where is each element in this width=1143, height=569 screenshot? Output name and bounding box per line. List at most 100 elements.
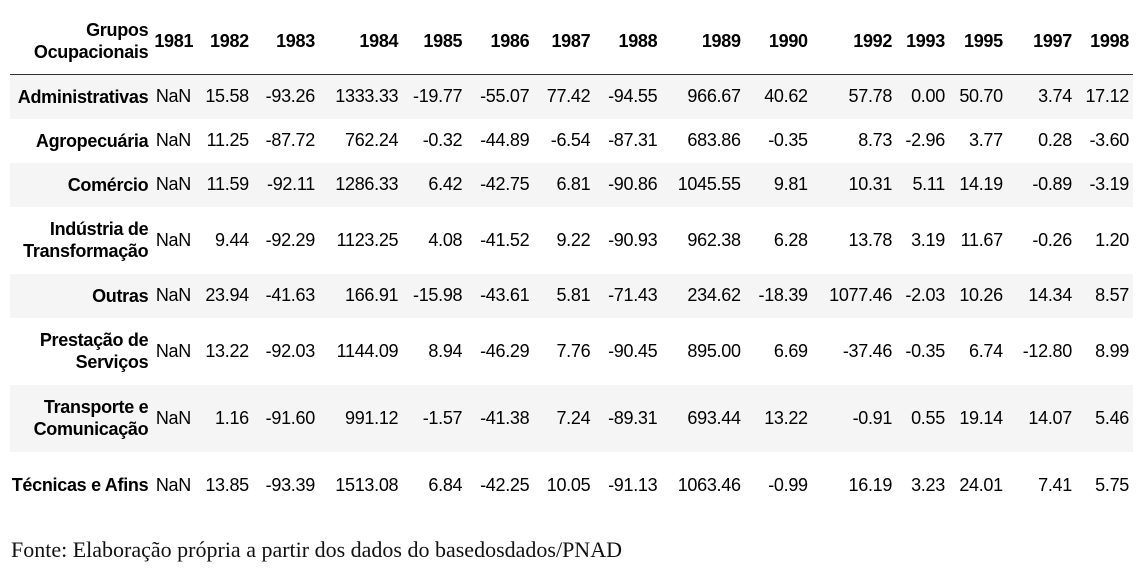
table-cell: -93.26 [265, 86, 316, 107]
table-cell: -44.89 [480, 130, 530, 150]
table-cell: -87.31 [608, 130, 658, 150]
table-cell: 166.91 [344, 285, 399, 305]
header-year: 1989 [661, 8, 745, 75]
table-cell: -41.63 [265, 285, 316, 305]
table-cell: -18.39 [758, 285, 809, 305]
table-cell: 6.28 [773, 229, 808, 250]
table-cell: -90.45 [608, 340, 658, 361]
table-cell: 17.12 [1085, 86, 1129, 107]
table-cell: 991.12 [344, 407, 399, 428]
table-cell: 234.62 [687, 285, 741, 305]
table-cell: 11.25 [206, 130, 250, 150]
table-cell: 1045.55 [677, 174, 741, 194]
table-cell: 16.19 [848, 474, 893, 495]
table-cell: 50.70 [959, 86, 1003, 107]
table-cell: 5.11 [912, 174, 945, 194]
table-cell: -3.60 [1089, 130, 1129, 150]
table-cell: -0.89 [1032, 174, 1072, 194]
table-cell: 1.20 [1095, 229, 1129, 250]
table-cell: NaN [155, 174, 191, 194]
table-row: Indústria de Transformação NaN 9.44 -92.29 1… [10, 206, 1133, 274]
row-group-label: Transporte e Comunicação [33, 397, 149, 439]
table-cell: 7.76 [556, 340, 591, 361]
table-cell: -91.13 [608, 474, 658, 495]
table-cell: -55.07 [480, 86, 530, 107]
table-cell: -37.46 [842, 340, 893, 361]
table-cell: 19.14 [959, 407, 1003, 428]
table-cell: 10.05 [546, 474, 591, 495]
table-cell: 3.74 [1038, 86, 1072, 107]
table-cell: 13.78 [848, 229, 893, 250]
header-year: 1982 [194, 8, 253, 75]
table-cell: -3.19 [1089, 174, 1129, 194]
table-cell: 1513.08 [335, 474, 399, 495]
header-year: 1987 [533, 8, 595, 75]
table-cell: NaN [155, 474, 191, 495]
table-cell: 762.24 [344, 130, 399, 150]
table-cell: 24.01 [959, 474, 1003, 495]
table-cell: 1.16 [215, 407, 249, 428]
table-cell: NaN [155, 340, 191, 361]
table-cell: -0.32 [422, 130, 463, 150]
table-row: Técnicas e Afins NaN 13.85 -93.39 1513.08 6.8… [10, 451, 1133, 519]
table-cell: NaN [155, 285, 191, 305]
header-year: 1984 [318, 8, 403, 75]
header-year: 1992 [811, 8, 897, 75]
table-cell: 6.81 [556, 174, 591, 194]
row-group-label: Indústria de Transformação [23, 219, 149, 261]
row-group-label: Agropecuária [35, 130, 149, 151]
table-cell: -91.60 [265, 407, 316, 428]
table-cell: -93.39 [265, 474, 316, 495]
table-cell: -90.93 [608, 229, 658, 250]
table-cell: 7.41 [1038, 474, 1072, 495]
table-cell: 4.08 [428, 229, 463, 250]
table-cell: -12.80 [1022, 340, 1073, 361]
table-cell: -89.31 [608, 407, 658, 428]
table-cell: -1.57 [422, 407, 463, 428]
table-cell: -71.43 [608, 285, 658, 305]
table-row: Transporte e Comunicação NaN 1.16 -91.60 991… [10, 384, 1133, 452]
table-cell: 0.28 [1038, 130, 1072, 150]
table-cell: 8.99 [1095, 340, 1129, 361]
table-cell: -90.86 [608, 174, 658, 194]
table-cell: 14.07 [1028, 407, 1072, 428]
table-cell: 13.22 [764, 407, 808, 428]
table-cell: -87.72 [265, 130, 316, 150]
table-cell: -42.75 [480, 174, 530, 194]
table-cell: 895.00 [687, 340, 741, 361]
table-cell: -0.35 [905, 340, 945, 361]
table-body: Administrativas NaN 15.58 -93.26 1333.33 -19.… [10, 74, 1133, 519]
table-cell: 40.62 [764, 86, 808, 107]
table-cell: 966.67 [687, 86, 741, 107]
table-row: Agropecuária NaN 11.25 -87.72 762.24 -0.32 -44… [10, 118, 1133, 163]
table-cell: 683.86 [687, 130, 741, 150]
data-table-container: Grupos Ocupacionais 1981 1982 1983 1984 … [10, 8, 1133, 519]
row-group-label: Outras [92, 285, 149, 306]
table-cell: 3.77 [969, 130, 1003, 150]
table-cell: 6.42 [428, 174, 463, 194]
table-cell: -92.29 [265, 229, 316, 250]
table-cell: 15.58 [205, 86, 249, 107]
table-cell: 14.34 [1028, 285, 1072, 305]
table-cell: -92.03 [265, 340, 316, 361]
table-cell: 693.44 [687, 407, 741, 428]
table-cell: 5.46 [1095, 407, 1129, 428]
table-cell: NaN [155, 86, 191, 107]
table-cell: 9.22 [556, 229, 591, 250]
table-cell: 3.19 [911, 229, 945, 250]
table-row: Outras NaN 23.94 -41.63 166.91 -15.98 -43.61 5.… [10, 273, 1133, 318]
table-cell: 9.81 [773, 174, 808, 194]
row-group-label: Técnicas e Afins [11, 475, 149, 495]
table-row: Comércio NaN 11.59 -92.11 1286.33 6.42 -42.75 6… [10, 162, 1133, 207]
table-cell: 6.69 [773, 340, 808, 361]
row-group-label: Administrativas [17, 86, 149, 107]
table-cell: 0.00 [911, 86, 945, 107]
table-cell: 1077.46 [829, 285, 893, 305]
table-cell: NaN [155, 229, 191, 250]
table-cell: 5.81 [556, 285, 591, 305]
occupational-groups-table: Grupos Ocupacionais 1981 1982 1983 1984 … [10, 8, 1133, 519]
table-cell: 3.23 [911, 474, 945, 495]
table-cell: 0.55 [911, 407, 945, 428]
table-cell: 6.84 [428, 474, 463, 495]
table-cell: 9.44 [215, 229, 249, 250]
